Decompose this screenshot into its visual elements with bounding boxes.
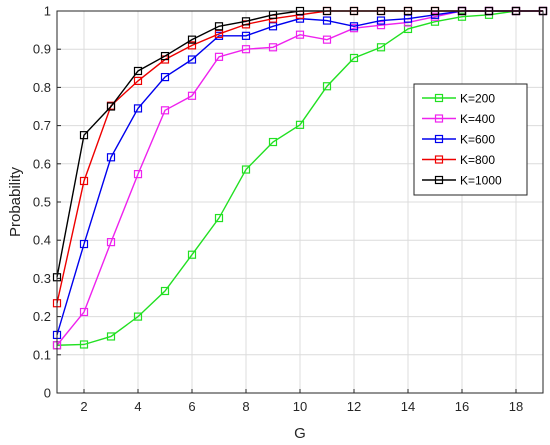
data-point-marker [241, 45, 251, 54]
y-tick-label: 0.1 [33, 347, 51, 362]
data-point-marker [268, 137, 278, 147]
legend-label: K=600 [460, 133, 495, 147]
data-point-marker [349, 53, 359, 63]
data-point-marker [133, 170, 143, 179]
y-tick-label: 0.7 [33, 118, 51, 133]
data-point-marker [187, 35, 197, 44]
legend-marker [434, 134, 444, 144]
y-tick-label: 0.3 [33, 271, 51, 286]
legend-marker [434, 93, 444, 103]
legend: K=200 K=400 K=600 K=800 K=1000 [413, 83, 528, 196]
legend-marker [434, 175, 444, 185]
legend-label: K=400 [460, 112, 495, 126]
data-point-marker [79, 307, 89, 317]
y-tick-label: 0 [44, 386, 51, 401]
data-point-marker [376, 43, 386, 52]
data-point-marker [79, 131, 89, 140]
data-point-marker [187, 55, 197, 64]
legend-item: K=400 [422, 112, 495, 126]
data-point-marker [133, 104, 143, 113]
data-point-marker [106, 238, 116, 247]
axis-ticks: 2 4 6 8 10 12 14 16 18 0 0.1 0.2 0.3 0.4 0.5 0.6 0.7 0.8 0… [33, 4, 523, 415]
data-point-marker [214, 213, 224, 223]
data-point-marker [106, 332, 116, 341]
data-point-marker [268, 43, 278, 52]
data-point-marker [241, 165, 251, 174]
x-tick-label: 2 [80, 399, 87, 414]
data-point-marker [403, 14, 413, 23]
y-tick-label: 0.2 [33, 309, 51, 324]
data-point-marker [268, 22, 278, 31]
data-point-marker [295, 30, 305, 39]
x-axis-label: G [294, 425, 306, 442]
x-tick-label: 18 [509, 399, 523, 414]
data-point-marker [214, 29, 224, 39]
x-tick-label: 6 [188, 399, 195, 414]
data-point-marker [106, 102, 116, 111]
data-point-marker [187, 41, 197, 50]
data-point-marker [214, 22, 224, 31]
data-point-marker [133, 312, 143, 321]
data-point-marker [241, 31, 251, 40]
y-axis-label: Probability [7, 166, 24, 237]
data-point-marker [187, 250, 197, 259]
data-point-marker [349, 22, 359, 31]
legend-marker [434, 155, 444, 164]
x-tick-label: 10 [293, 399, 307, 414]
data-point-marker [322, 35, 332, 44]
legend-item: K=200 [422, 92, 495, 106]
data-point-marker [241, 17, 251, 26]
x-tick-label: 12 [347, 399, 361, 414]
series-line [56, 10, 543, 346]
y-tick-label: 0.5 [33, 195, 51, 210]
legend-item: K=800 [422, 153, 495, 167]
legend-label: K=1000 [460, 174, 502, 188]
plot-frame [56, 10, 544, 394]
data-point-marker [79, 239, 89, 249]
data-point-marker [160, 72, 170, 82]
data-point-marker [322, 82, 332, 91]
legend-item: K=600 [422, 133, 495, 147]
data-point-marker [376, 21, 386, 30]
legend-label: K=800 [460, 153, 495, 167]
legend-label: K=200 [460, 92, 495, 106]
data-point-marker [295, 120, 305, 129]
data-point-marker [214, 52, 224, 61]
data-point-marker [376, 16, 386, 25]
legend-item: K=1000 [422, 174, 502, 188]
data-point-marker [187, 91, 197, 100]
data-point-marker [106, 153, 116, 162]
data-point-marker [160, 106, 170, 115]
y-tick-label: 1 [44, 4, 51, 19]
y-tick-label: 0.4 [33, 233, 51, 248]
y-tick-label: 0.6 [33, 156, 51, 171]
data-point-marker [133, 76, 143, 86]
x-tick-label: 16 [455, 399, 469, 414]
data-point-marker [457, 12, 467, 21]
data-point-marker [160, 286, 170, 296]
x-tick-label: 14 [401, 399, 415, 414]
y-tick-label: 0.9 [33, 42, 51, 57]
data-point-marker [160, 51, 170, 61]
y-tick-label: 0.8 [33, 80, 51, 95]
data-point-marker [133, 66, 143, 76]
x-tick-label: 4 [134, 399, 141, 414]
data-point-marker [322, 16, 332, 25]
data-point-marker [79, 176, 89, 186]
x-tick-label: 8 [242, 399, 249, 414]
legend-marker [434, 114, 444, 123]
data-point-marker [79, 340, 89, 349]
